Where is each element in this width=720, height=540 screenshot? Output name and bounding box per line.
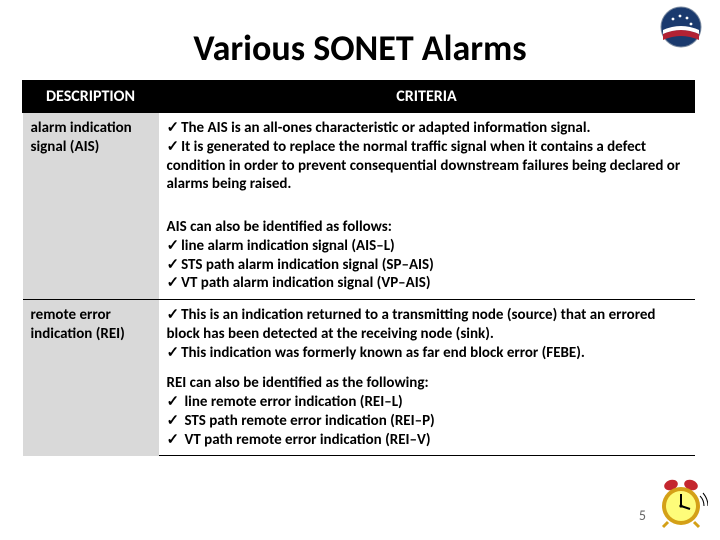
header-criteria: CRITERIA [159,81,695,113]
criteria-item: STS path alarm indication signal (SP–AIS… [167,256,687,275]
criteria-item: VT path remote error indication (REI–V) [167,431,687,450]
page-number: 5 [639,507,646,524]
criteria-item: The AIS is an all-ones characteristic or… [167,119,687,138]
criteria-cell: REI can also be identified as the follow… [159,368,695,456]
description-cell: alarm indication signal (AIS) [23,113,159,300]
description-cell: remote error indication (REI) [23,300,159,456]
criteria-item: This is an indication returned to a tran… [167,306,687,344]
criteria-lead: AIS can also be identified as follows: [167,218,687,237]
table-row: alarm indication signal (AIS)The AIS is … [23,113,695,213]
criteria-lead: REI can also be identified as the follow… [167,374,687,393]
table-header-row: DESCRIPTION CRITERIA [23,81,695,113]
header-description: DESCRIPTION [23,81,159,113]
criteria-item: VT path alarm indication signal (VP–AIS) [167,274,687,293]
alarms-table: DESCRIPTION CRITERIA alarm indication si… [22,80,695,456]
criteria-cell: This is an indication returned to a tran… [159,300,695,369]
criteria-item: line remote error indication (REI–L) [167,393,687,412]
table-row: remote error indication (REI)This is an … [23,300,695,369]
criteria-item: STS path remote error indication (REI–P) [167,412,687,431]
page-title: Various SONET Alarms [0,0,720,80]
criteria-cell: AIS can also be identified as follows:li… [159,212,695,300]
criteria-item: line alarm indication signal (AIS–L) [167,237,687,256]
criteria-item: It is generated to replace the normal tr… [167,138,687,194]
alarm-clock-icon [654,476,708,530]
criteria-cell: The AIS is an all-ones characteristic or… [159,113,695,213]
criteria-item: This indication was formerly known as fa… [167,344,687,363]
header-logo [660,6,702,48]
